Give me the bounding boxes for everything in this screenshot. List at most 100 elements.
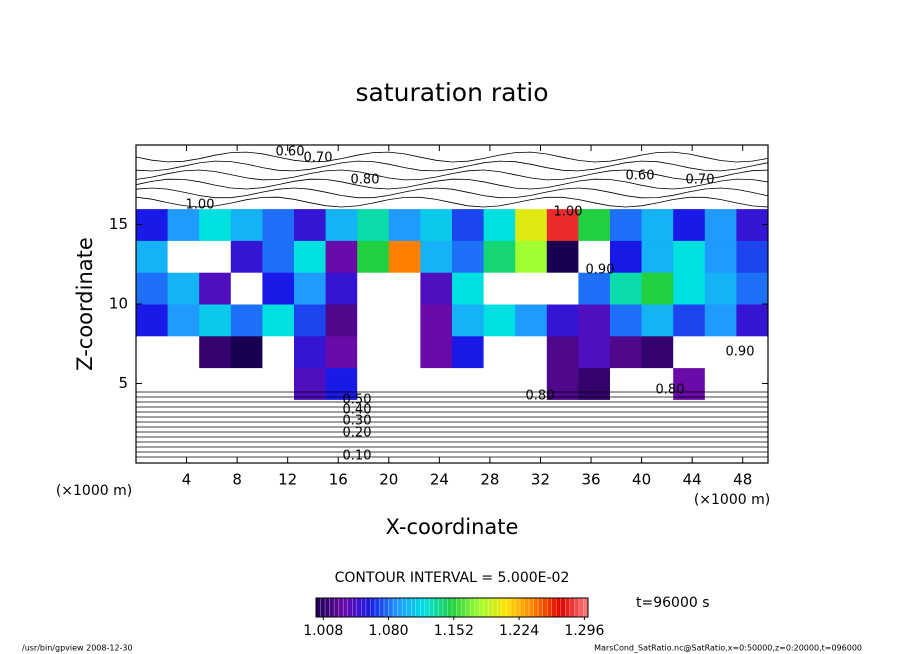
colorbar-segment bbox=[461, 598, 466, 617]
colorbar-segment bbox=[533, 598, 539, 617]
field-cell bbox=[262, 176, 295, 210]
colorbar-segment bbox=[474, 598, 480, 617]
field-cell bbox=[357, 399, 390, 432]
field-cell bbox=[357, 335, 390, 369]
field-cell bbox=[199, 304, 232, 337]
field-cell bbox=[704, 240, 737, 273]
x-tick-label: 44 bbox=[683, 471, 702, 489]
field-cell bbox=[736, 304, 769, 337]
field-cell bbox=[357, 367, 390, 400]
colorbar-segment bbox=[420, 598, 426, 617]
field-cell bbox=[230, 335, 263, 369]
x-tick-label: 16 bbox=[329, 471, 348, 489]
x-tick-label: 28 bbox=[480, 471, 499, 489]
colorbar-segment bbox=[347, 598, 353, 617]
field-cell bbox=[388, 335, 421, 369]
field-cell bbox=[136, 399, 169, 432]
x-tick-label: 24 bbox=[430, 471, 449, 489]
field-cell bbox=[357, 304, 390, 337]
contour-label: 1.00 bbox=[186, 198, 215, 213]
field-cell bbox=[294, 367, 327, 400]
field-cell bbox=[357, 208, 390, 241]
colorbar-segment bbox=[343, 598, 349, 617]
contour-line bbox=[135, 160, 769, 172]
field-cell bbox=[578, 304, 611, 337]
field-cell bbox=[420, 304, 453, 337]
field-cell bbox=[388, 272, 421, 305]
colorbar-segment bbox=[506, 598, 512, 617]
field-cell bbox=[483, 208, 516, 241]
field-cell bbox=[452, 367, 485, 400]
field-cell bbox=[483, 399, 516, 432]
field-cell bbox=[673, 335, 706, 369]
field-cell bbox=[610, 272, 643, 305]
colorbar-segment bbox=[510, 598, 516, 617]
field-cell bbox=[262, 304, 295, 337]
field-cell bbox=[357, 176, 390, 210]
field-cell bbox=[357, 272, 390, 305]
colorbar-segment bbox=[352, 598, 358, 617]
field-cell bbox=[515, 208, 548, 241]
colorbar-segment bbox=[492, 598, 498, 617]
field-cell bbox=[610, 367, 643, 400]
field-cell bbox=[420, 240, 453, 273]
field-cell bbox=[704, 208, 737, 241]
field-cell bbox=[546, 367, 579, 400]
colorbar-segment bbox=[452, 598, 457, 617]
field-cell bbox=[704, 272, 737, 305]
colorbar-segment bbox=[465, 598, 471, 617]
field-cell bbox=[641, 272, 674, 305]
field-cell bbox=[610, 145, 643, 178]
y-unit: (×1000 m) bbox=[56, 483, 132, 499]
field-cell bbox=[578, 335, 611, 369]
field-cell bbox=[167, 335, 200, 369]
colorbar-tick-label: 1.296 bbox=[564, 623, 604, 639]
colorbar-segment bbox=[578, 598, 584, 617]
field-cell bbox=[452, 399, 485, 432]
field-cell bbox=[388, 399, 421, 432]
field-cell bbox=[546, 304, 579, 337]
field-cell bbox=[262, 145, 295, 178]
field-cell bbox=[167, 304, 200, 337]
field-cell bbox=[167, 208, 200, 241]
field-cell bbox=[483, 272, 516, 305]
field-cell bbox=[546, 240, 579, 273]
field-cell bbox=[136, 304, 169, 337]
field-cell bbox=[262, 208, 295, 241]
field-cell bbox=[610, 304, 643, 337]
field-cell bbox=[420, 367, 453, 400]
field-cell bbox=[167, 240, 200, 273]
colorbar-segment bbox=[411, 598, 417, 617]
colorbar-segment bbox=[402, 598, 407, 617]
colorbar-segment bbox=[542, 598, 548, 617]
colorbar-segment bbox=[325, 598, 330, 617]
field-cell bbox=[673, 304, 706, 337]
field-cell bbox=[546, 208, 579, 241]
x-tick-label: 8 bbox=[232, 471, 242, 489]
field-cell bbox=[641, 208, 674, 241]
field-cell bbox=[325, 272, 358, 305]
footer-right: MarsCond_SatRatio.nc@SatRatio,x=0:50000,… bbox=[594, 644, 862, 653]
colorbar-segment bbox=[520, 598, 525, 617]
field-cell bbox=[294, 240, 327, 273]
field-cell bbox=[641, 304, 674, 337]
field-cell bbox=[388, 208, 421, 241]
field-cell bbox=[136, 240, 169, 273]
field-cell bbox=[641, 399, 674, 432]
colorbar-segment bbox=[560, 598, 566, 617]
contour-label: 0.10 bbox=[343, 449, 372, 464]
field-cell bbox=[199, 335, 232, 369]
colorbar-segment bbox=[501, 598, 507, 617]
colorbar-segment bbox=[565, 598, 571, 617]
field-cell bbox=[704, 399, 737, 432]
time-label: t=96000 s bbox=[636, 595, 710, 611]
field-cell bbox=[357, 240, 390, 273]
field-cell bbox=[736, 240, 769, 273]
field-cell bbox=[578, 399, 611, 432]
field-cell bbox=[578, 240, 611, 273]
field-cell bbox=[325, 240, 358, 273]
field-cell bbox=[515, 145, 548, 178]
colorbar-segment bbox=[556, 598, 562, 617]
colorbar-segment bbox=[361, 598, 367, 617]
